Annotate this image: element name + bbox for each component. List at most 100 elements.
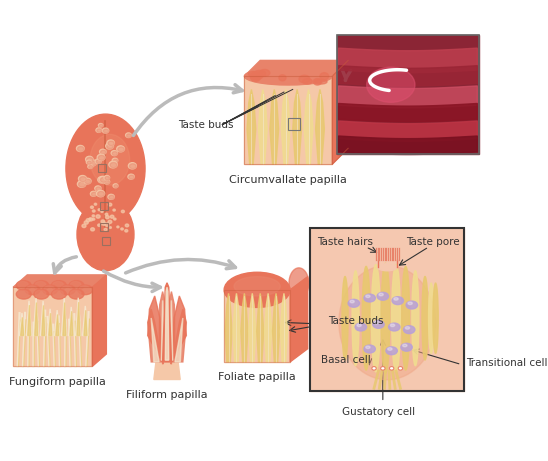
Bar (310, 228, 464, 391)
Text: Taste buds: Taste buds (328, 316, 384, 325)
Ellipse shape (69, 281, 84, 290)
Polygon shape (233, 293, 240, 362)
Ellipse shape (96, 190, 105, 197)
Ellipse shape (117, 226, 119, 228)
Polygon shape (33, 298, 39, 336)
Ellipse shape (253, 74, 260, 79)
Ellipse shape (89, 165, 93, 169)
Polygon shape (244, 76, 332, 164)
Ellipse shape (16, 281, 31, 290)
Ellipse shape (313, 78, 322, 85)
Ellipse shape (88, 165, 93, 168)
Ellipse shape (118, 147, 124, 152)
Ellipse shape (386, 347, 397, 355)
Ellipse shape (113, 184, 118, 188)
Ellipse shape (403, 344, 407, 347)
Polygon shape (159, 292, 168, 360)
Ellipse shape (392, 297, 403, 305)
Polygon shape (316, 89, 324, 164)
Ellipse shape (104, 179, 110, 184)
Ellipse shape (100, 177, 107, 183)
Polygon shape (175, 318, 183, 362)
Ellipse shape (85, 179, 91, 184)
Polygon shape (339, 121, 477, 141)
Ellipse shape (99, 124, 103, 127)
Ellipse shape (87, 160, 92, 164)
Bar (288, 118, 300, 130)
Polygon shape (154, 358, 180, 379)
Polygon shape (13, 287, 92, 366)
Ellipse shape (86, 219, 90, 222)
Text: Taste buds: Taste buds (179, 119, 234, 130)
Ellipse shape (97, 154, 105, 160)
Text: Taste pore: Taste pore (406, 237, 460, 248)
Polygon shape (339, 103, 477, 122)
Ellipse shape (99, 177, 107, 183)
Ellipse shape (128, 163, 136, 169)
Ellipse shape (390, 324, 395, 326)
Ellipse shape (103, 129, 109, 133)
Ellipse shape (99, 177, 106, 183)
Text: Circumvallate papilla: Circumvallate papilla (230, 175, 347, 185)
Ellipse shape (101, 220, 105, 223)
Polygon shape (166, 292, 175, 360)
Polygon shape (48, 309, 53, 336)
Ellipse shape (250, 74, 260, 82)
Polygon shape (265, 293, 272, 362)
Polygon shape (290, 277, 307, 362)
Text: Fungiform papilla: Fungiform papilla (9, 377, 106, 387)
Polygon shape (339, 48, 477, 73)
Polygon shape (147, 309, 162, 362)
Ellipse shape (100, 149, 106, 154)
Polygon shape (270, 89, 279, 164)
Polygon shape (304, 89, 313, 164)
Ellipse shape (408, 302, 412, 305)
Ellipse shape (108, 141, 115, 146)
Polygon shape (49, 313, 52, 336)
Polygon shape (244, 60, 348, 76)
Polygon shape (13, 275, 106, 287)
Polygon shape (163, 283, 172, 362)
Text: Transitional cell: Transitional cell (466, 358, 547, 368)
Ellipse shape (412, 271, 419, 366)
Text: Foliate papilla: Foliate papilla (218, 372, 296, 383)
Ellipse shape (105, 213, 108, 215)
Ellipse shape (101, 211, 103, 213)
Ellipse shape (90, 191, 96, 196)
Polygon shape (92, 275, 106, 366)
Ellipse shape (90, 134, 130, 185)
Polygon shape (339, 136, 477, 154)
Ellipse shape (113, 218, 116, 220)
Polygon shape (76, 298, 81, 336)
Ellipse shape (109, 195, 115, 199)
Ellipse shape (25, 285, 40, 295)
Ellipse shape (244, 67, 332, 85)
Ellipse shape (98, 209, 101, 211)
Ellipse shape (99, 124, 103, 127)
Polygon shape (224, 290, 290, 362)
Ellipse shape (125, 133, 132, 137)
Ellipse shape (406, 326, 410, 329)
Ellipse shape (109, 161, 117, 168)
Bar (99, 164, 106, 172)
Ellipse shape (53, 290, 63, 296)
Ellipse shape (90, 206, 93, 208)
Ellipse shape (105, 216, 109, 219)
Polygon shape (281, 89, 290, 164)
Ellipse shape (372, 265, 380, 372)
Ellipse shape (97, 129, 101, 132)
Polygon shape (68, 307, 74, 336)
Polygon shape (165, 287, 169, 360)
Text: Filiform papilla: Filiform papilla (126, 390, 208, 400)
Ellipse shape (87, 161, 92, 164)
Ellipse shape (111, 151, 117, 156)
Polygon shape (84, 310, 87, 336)
Ellipse shape (381, 263, 390, 373)
Ellipse shape (113, 209, 115, 211)
Polygon shape (225, 293, 232, 362)
Polygon shape (272, 293, 279, 362)
Ellipse shape (77, 181, 86, 187)
Ellipse shape (342, 277, 348, 360)
Bar (102, 237, 110, 245)
Ellipse shape (364, 294, 375, 302)
